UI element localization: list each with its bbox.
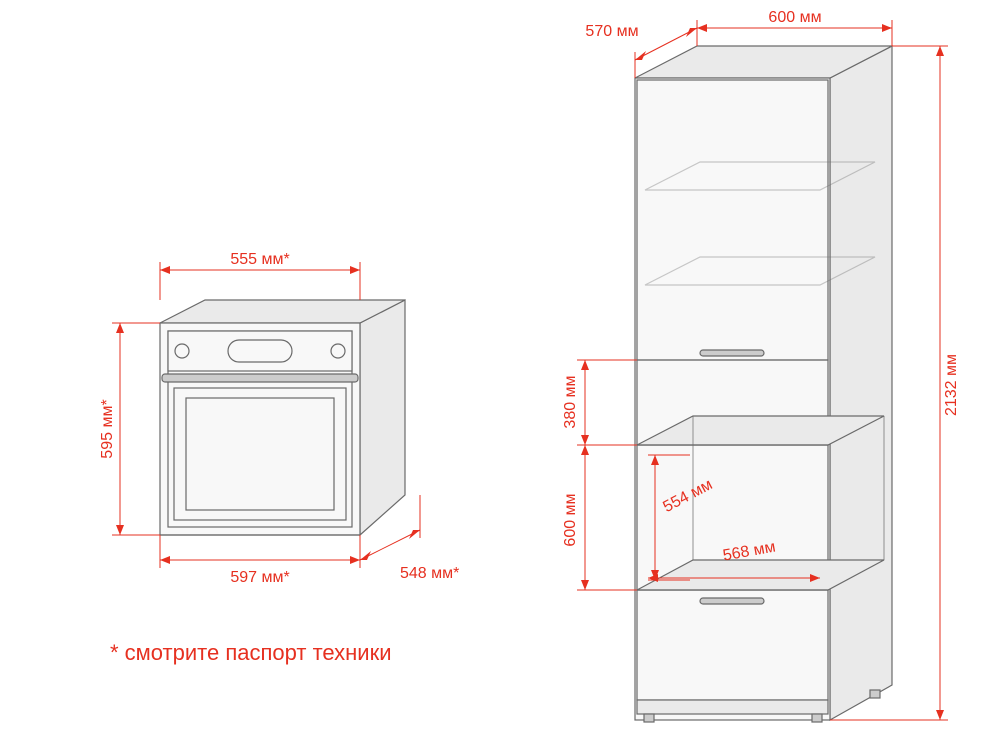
cabinet-front [635,78,830,720]
cabinet-height-label: 2132 мм [943,354,960,416]
cabinet-plinth [637,700,828,714]
oven-control-panel [168,331,352,371]
cabinet-right-side [830,46,892,720]
footnote-text: * смотрите паспорт техники [110,640,392,665]
cabinet-drawing [635,46,892,722]
oven-height-label: 595 мм* [99,399,116,458]
cabinet-width-label: 600 мм [768,9,821,26]
cabinet-opening2-label: 600 мм [562,493,579,546]
cabinet-upper-handle [700,350,764,356]
oven-depth-label: 548 мм* [400,565,459,582]
oven-width-top-label: 555 мм* [230,251,289,268]
technical-diagram: 555 мм* 595 мм* 597 мм* 548 мм* [0,0,1000,750]
cabinet-lower-handle [700,598,764,604]
cabinet-depth-label: 570 мм [585,23,638,40]
cabinet-opening1-label: 380 мм [562,375,579,428]
oven-drawing [160,300,405,535]
oven-handle [162,374,358,382]
oven-side [360,300,405,535]
oven-width-bottom-label: 597 мм* [230,569,289,586]
